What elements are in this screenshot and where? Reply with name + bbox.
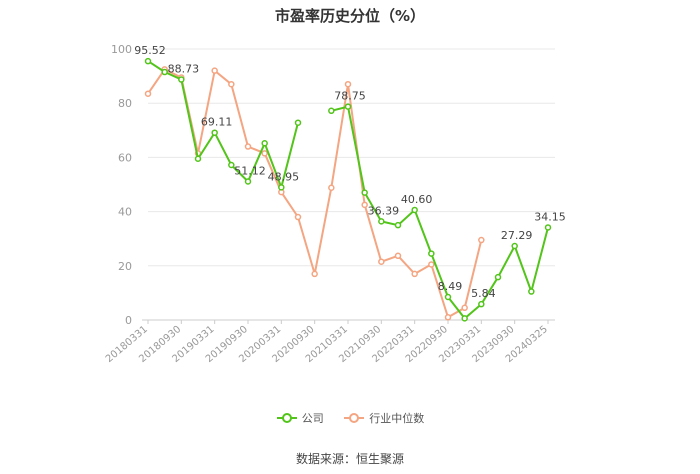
- data-label: 40.60: [401, 193, 433, 206]
- data-point-company: [194, 155, 202, 163]
- data-point-company: [444, 293, 452, 301]
- legend: 公司 行业中位数: [0, 410, 700, 427]
- series-line-company: [147, 60, 549, 320]
- data-point-company: [144, 57, 152, 65]
- data-point-company: [278, 184, 285, 191]
- chart-title: 市盈率历史分位（%）: [274, 7, 426, 25]
- data-point-industry-median: [461, 304, 468, 312]
- data-point-company: [344, 103, 352, 110]
- data-point-company: [211, 129, 218, 136]
- data-point-company: [494, 273, 502, 281]
- data-point-industry-median: [311, 270, 318, 278]
- data-point-industry-median: [428, 261, 435, 268]
- source-note: 数据来源：恒生聚源: [295, 452, 404, 466]
- legend-swatch-company: [276, 413, 297, 423]
- axis-layer: 0204060801002018033120180930201903312019…: [104, 43, 555, 365]
- data-point-company: [178, 76, 185, 83]
- data-point-company: [328, 107, 335, 115]
- data-point-company: [294, 119, 302, 126]
- data-point-company: [528, 288, 535, 295]
- data-label: 69.11: [201, 116, 233, 129]
- data-point-company: [394, 221, 402, 229]
- data-point-company: [361, 189, 368, 196]
- data-point-industry-median: [394, 252, 402, 260]
- data-label: 27.29: [501, 229, 533, 242]
- data-label: 95.52: [134, 44, 166, 57]
- data-point-company: [244, 178, 252, 185]
- y-tick-label: 0: [125, 314, 132, 327]
- y-tick-label: 20: [118, 260, 132, 273]
- legend-item-company[interactable]: 公司: [276, 410, 324, 426]
- data-point-industry-median: [144, 90, 152, 97]
- legend-swatch-industry-median: [344, 413, 365, 423]
- y-tick-label: 80: [118, 97, 132, 110]
- legend-item-industry-median[interactable]: 行业中位数: [343, 410, 424, 426]
- data-point-industry-median: [211, 67, 218, 74]
- data-point-industry-median: [328, 184, 335, 192]
- data-point-company: [261, 140, 268, 147]
- data-label: 78.75: [334, 90, 366, 103]
- data-label: 34.15: [534, 210, 566, 223]
- legend-label-industry-median: 行业中位数: [369, 412, 425, 425]
- data-point-company: [378, 218, 385, 225]
- data-point-company: [511, 242, 518, 250]
- data-label: 51.12: [234, 164, 266, 177]
- data-label: 5.84: [471, 287, 496, 300]
- data-point-industry-median: [378, 258, 385, 265]
- data-label: 8.49: [438, 280, 463, 293]
- data-point-industry-median: [411, 270, 418, 278]
- data-point-industry-median: [228, 80, 235, 88]
- data-point-company: [428, 250, 435, 257]
- data-point-industry-median: [261, 150, 268, 157]
- data-point-company: [478, 300, 485, 308]
- data-point-industry-median: [344, 80, 352, 88]
- data-label: 88.73: [168, 63, 200, 76]
- data-point-company: [228, 161, 235, 169]
- data-point-company: [461, 315, 468, 322]
- data-label: 36.39: [368, 204, 400, 217]
- data-point-company: [411, 206, 418, 214]
- y-tick-label: 60: [118, 151, 132, 164]
- data-point-industry-median: [361, 201, 368, 209]
- data-point-company: [544, 224, 552, 231]
- data-point-industry-median: [244, 143, 252, 150]
- data-label: 48.95: [268, 170, 300, 183]
- series-layer: [144, 57, 552, 322]
- legend-label-company: 公司: [301, 412, 324, 425]
- data-point-industry-median: [478, 236, 485, 244]
- data-point-industry-median: [444, 314, 452, 321]
- y-tick-label: 40: [118, 206, 132, 219]
- data-point-industry-median: [294, 213, 302, 221]
- y-tick-label: 100: [111, 43, 132, 56]
- data-point-company: [161, 68, 168, 76]
